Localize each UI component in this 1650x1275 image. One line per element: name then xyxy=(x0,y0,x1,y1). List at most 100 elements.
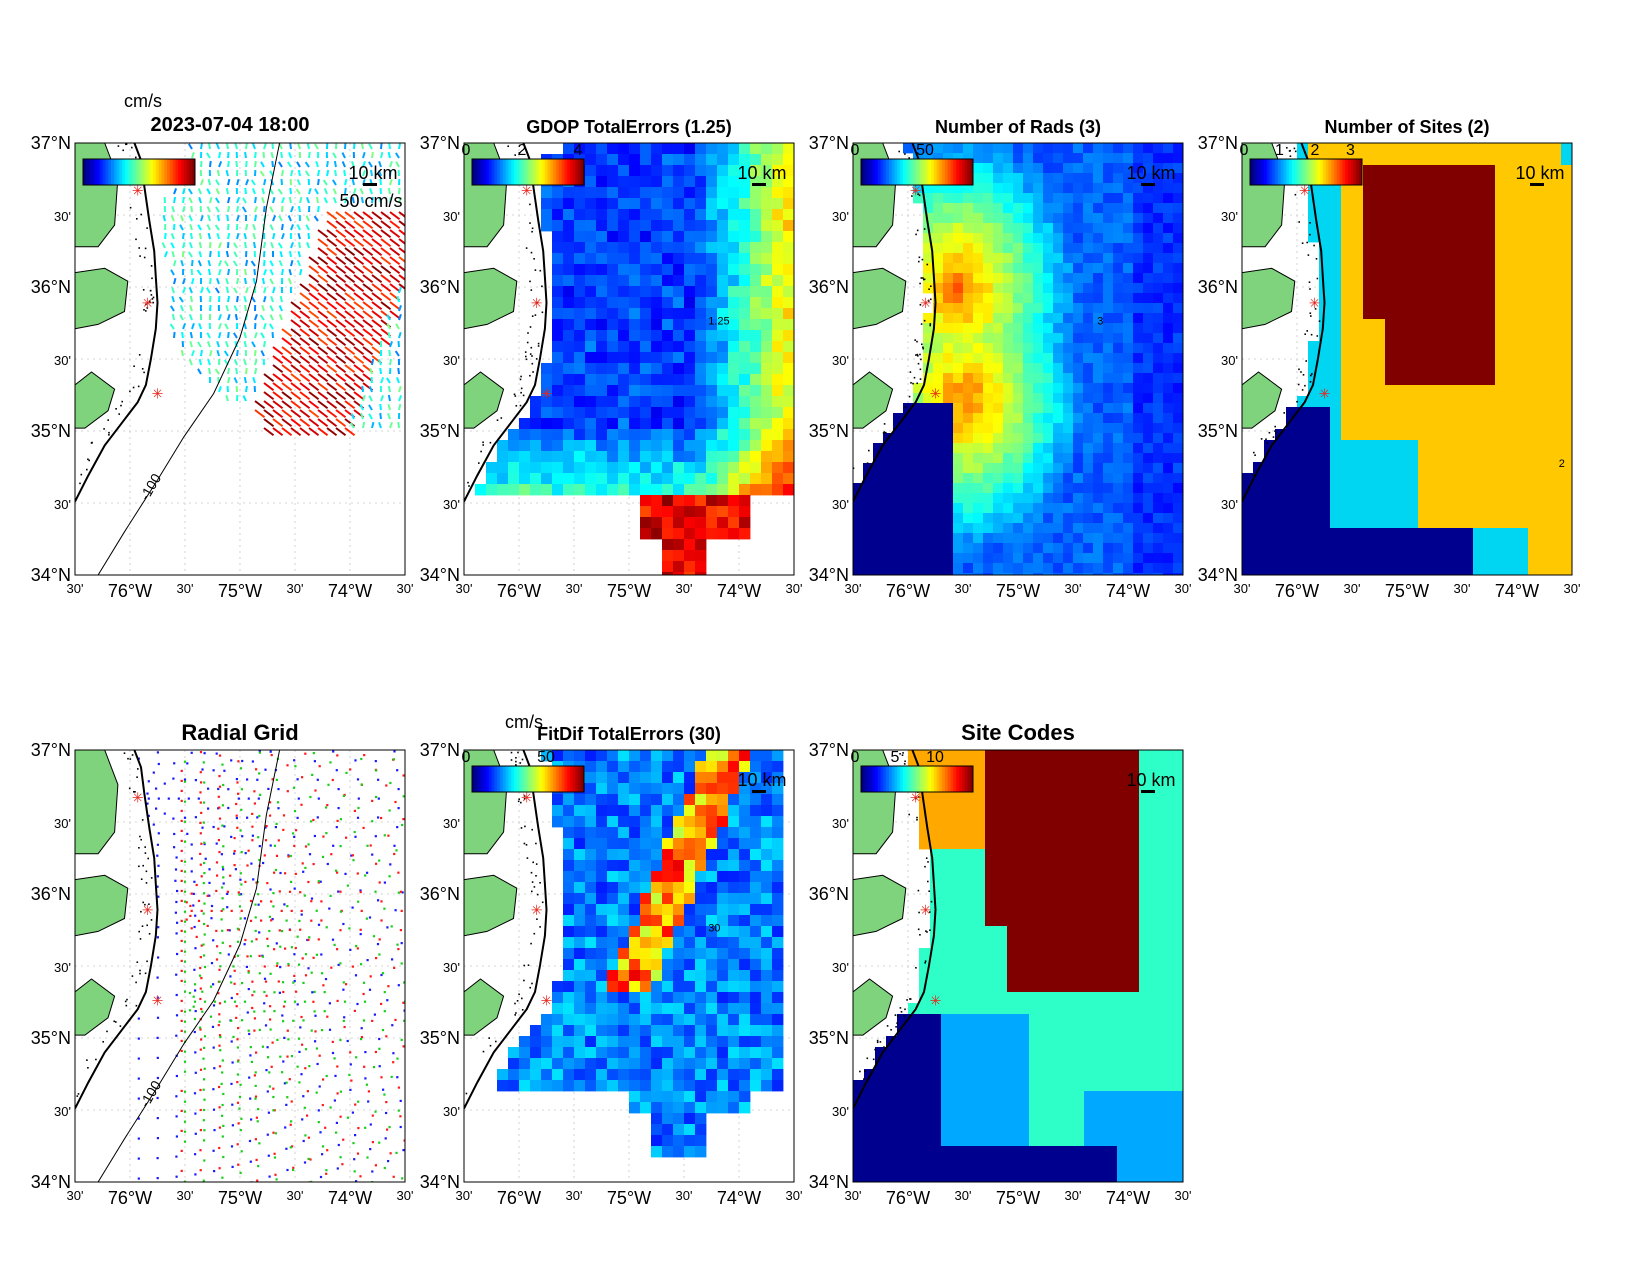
data-cell xyxy=(1374,495,1386,507)
data-cell xyxy=(585,352,597,364)
current-vector xyxy=(198,241,202,249)
data-cell xyxy=(761,374,773,386)
data-cell xyxy=(596,264,608,276)
coast-speckle xyxy=(917,362,920,365)
data-cell xyxy=(1484,473,1496,485)
data-cell xyxy=(1330,561,1342,573)
radial-grid-point xyxy=(201,768,204,771)
radial-grid-point xyxy=(215,861,219,864)
data-cell xyxy=(552,385,564,397)
data-cell xyxy=(596,418,608,430)
data-cell xyxy=(1083,243,1094,254)
data-cell xyxy=(728,220,740,232)
data-cell xyxy=(983,553,994,564)
current-vector xyxy=(232,260,238,267)
data-cell xyxy=(1385,484,1397,496)
data-cell xyxy=(1396,319,1408,331)
lon-tick-label: 75°W xyxy=(607,581,651,601)
current-vector xyxy=(272,215,277,222)
data-cell xyxy=(728,363,740,375)
data-cell xyxy=(1451,220,1463,232)
radial-grid-point xyxy=(294,946,297,950)
radial-grid-point xyxy=(199,852,202,855)
data-cell xyxy=(943,483,954,494)
data-cell xyxy=(717,220,729,232)
colorbar-segment xyxy=(1255,159,1259,185)
data-cell xyxy=(1123,263,1134,274)
current-vector xyxy=(389,283,401,293)
current-vector xyxy=(188,197,193,204)
data-cell xyxy=(1173,563,1183,574)
data-cell xyxy=(1484,418,1496,430)
data-cell xyxy=(1133,263,1144,274)
current-vector xyxy=(360,196,364,204)
colorbar-segment xyxy=(522,159,526,185)
colorbar-segment xyxy=(1289,159,1293,185)
current-vector xyxy=(313,215,319,222)
data-cell xyxy=(1013,383,1024,394)
data-cell xyxy=(1113,183,1124,194)
data-cell xyxy=(1123,183,1134,194)
data-cell xyxy=(983,383,994,394)
radial-grid-point xyxy=(283,1036,286,1039)
radial-grid-point xyxy=(337,807,340,810)
data-cell xyxy=(983,503,994,514)
current-vector xyxy=(218,314,222,321)
current-vector xyxy=(254,358,258,366)
data-cell xyxy=(1113,293,1124,304)
radial-grid-point xyxy=(275,964,279,967)
current-vector xyxy=(344,178,348,186)
radial-grid-point xyxy=(200,909,203,912)
data-cell xyxy=(1374,484,1386,496)
data-cell xyxy=(706,363,718,375)
data-cell xyxy=(1013,163,1024,174)
data-cell xyxy=(728,473,740,485)
data-cell xyxy=(1133,353,1144,364)
radial-grid-point xyxy=(275,942,278,945)
data-cell xyxy=(662,242,674,254)
data-cell xyxy=(640,198,652,210)
data-cell xyxy=(1123,363,1134,374)
coast-speckle xyxy=(1309,233,1311,236)
data-cell xyxy=(607,242,619,254)
data-cell xyxy=(983,483,994,494)
data-cell xyxy=(607,187,619,199)
coast-speckle xyxy=(131,146,133,149)
data-cell xyxy=(552,308,564,320)
coast-speckle xyxy=(138,354,141,356)
coast-speckle xyxy=(916,229,919,232)
data-cell xyxy=(1440,451,1452,463)
current-vector xyxy=(297,232,301,240)
radial-grid-point xyxy=(175,1074,178,1078)
current-vector xyxy=(314,143,319,150)
data-cell xyxy=(1517,308,1529,320)
data-cell xyxy=(1374,418,1386,430)
colorbar-segment xyxy=(169,159,174,185)
data-cell xyxy=(1093,193,1104,204)
data-cell xyxy=(923,153,934,164)
radial-grid-point xyxy=(397,807,400,810)
data-cell xyxy=(1013,553,1024,564)
radial-grid-point xyxy=(233,982,236,985)
data-cell xyxy=(1506,286,1518,298)
data-cell xyxy=(706,242,718,254)
current-vector xyxy=(398,187,401,195)
colorbar-segment xyxy=(925,159,929,185)
data-cell xyxy=(903,473,914,484)
data-cell xyxy=(933,413,944,424)
data-cell xyxy=(1153,373,1164,384)
data-cell xyxy=(923,523,934,534)
radial-grid-point xyxy=(213,1129,216,1132)
data-cell xyxy=(684,209,696,221)
data-cell xyxy=(1297,572,1309,575)
data-cell xyxy=(640,220,652,232)
coast-speckle xyxy=(457,490,459,492)
data-cell xyxy=(913,193,924,204)
radial-grid-point xyxy=(156,1036,159,1039)
data-cell xyxy=(706,506,718,518)
coast-speckle xyxy=(918,194,921,197)
current-vector xyxy=(353,373,365,383)
data-cell xyxy=(1013,403,1024,414)
data-cell xyxy=(1374,242,1386,254)
current-vector xyxy=(317,310,329,320)
